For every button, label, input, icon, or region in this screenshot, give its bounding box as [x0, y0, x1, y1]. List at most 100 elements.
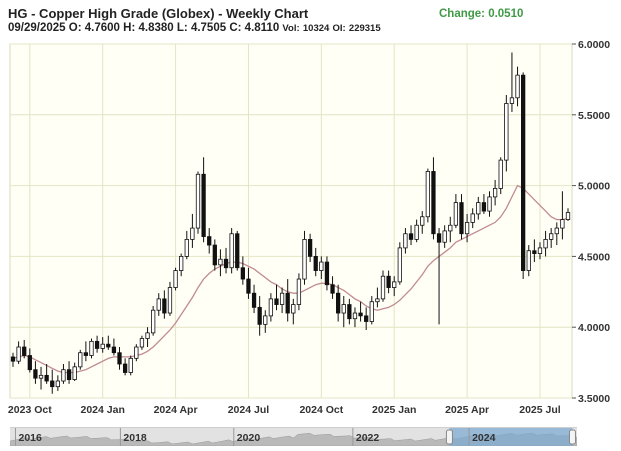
- candle: [352, 307, 358, 328]
- candle-body: [134, 346, 139, 359]
- candle: [481, 194, 487, 214]
- candle: [27, 348, 32, 373]
- candle-body: [324, 261, 330, 286]
- candle-body: [302, 239, 307, 280]
- time-navigator[interactable]: 2016 2018 2020 2022 2024: [9, 427, 578, 447]
- candle-body: [122, 363, 128, 373]
- x-tick-label: 2025 Jul: [519, 404, 561, 416]
- candle-body: [285, 292, 290, 314]
- candle: [369, 296, 374, 325]
- candle: [375, 287, 380, 308]
- candle-body: [470, 213, 475, 223]
- candle-body: [10, 356, 16, 362]
- candle: [151, 305, 156, 336]
- candle: [106, 335, 111, 350]
- candle-body: [425, 171, 430, 218]
- candle-body: [560, 219, 565, 229]
- candle-body: [341, 304, 346, 314]
- candle-body: [313, 255, 318, 271]
- x-tick-label: 2024 Jul: [228, 404, 270, 416]
- candle-body: [347, 304, 352, 320]
- candle: [117, 347, 122, 370]
- navigator-canvas[interactable]: 2016 2018 2020 2022 2024: [9, 428, 578, 447]
- candle: [201, 157, 206, 243]
- candle-body: [352, 312, 358, 320]
- candle: [436, 228, 442, 325]
- close-label: C:: [229, 22, 242, 34]
- navigator-year-label: 2018: [123, 432, 147, 444]
- candle: [156, 293, 161, 316]
- candle-body: [296, 278, 302, 305]
- candle-body: [431, 171, 436, 235]
- candle-body: [375, 298, 380, 303]
- candle: [139, 335, 145, 350]
- candle: [487, 191, 492, 217]
- candle: [498, 157, 503, 195]
- candle: [134, 344, 139, 362]
- candle: [173, 267, 178, 291]
- candle: [94, 335, 100, 353]
- candle-body: [240, 267, 245, 280]
- candle-body: [549, 233, 554, 240]
- candle-body: [436, 233, 442, 243]
- date-value: 09/29/2025: [8, 22, 66, 34]
- candle-body: [100, 343, 105, 349]
- candle: [347, 298, 352, 325]
- candle: [128, 355, 133, 376]
- candle-body: [453, 202, 459, 226]
- candle: [38, 366, 44, 390]
- candle-body: [386, 275, 391, 288]
- candle: [268, 293, 274, 322]
- candle: [425, 168, 430, 223]
- y-axis: 3.5000 4.0000 4.5000 5.0000 5.5000 6.0000: [572, 39, 610, 405]
- candle-body: [50, 380, 55, 388]
- candle-body: [459, 202, 464, 235]
- moving-average-line: [12, 184, 569, 374]
- candle-body: [268, 298, 274, 317]
- candle: [313, 247, 318, 277]
- open-interest-value: 229315: [348, 23, 381, 34]
- candle: [319, 256, 324, 280]
- candle-body: [397, 247, 402, 283]
- candle-body: [246, 278, 251, 294]
- change-readout: Change: 0.0510: [439, 8, 524, 20]
- candle-body: [61, 369, 66, 382]
- close-value: 4.8110: [244, 22, 280, 34]
- candle-body: [526, 250, 531, 271]
- candle: [111, 338, 117, 356]
- candle: [257, 296, 262, 336]
- candle: [167, 281, 173, 316]
- candle: [100, 337, 105, 353]
- candle: [89, 338, 94, 359]
- candle: [307, 233, 313, 263]
- candle: [235, 230, 240, 271]
- candle: [279, 287, 285, 314]
- candle-body: [212, 244, 217, 266]
- candle-body: [223, 258, 229, 269]
- candle-body: [414, 224, 419, 240]
- candle: [414, 219, 419, 243]
- candle-body: [44, 374, 49, 382]
- candle: [403, 228, 408, 254]
- candle: [459, 194, 464, 240]
- candle-body: [257, 306, 262, 325]
- candle: [364, 307, 369, 331]
- candle-body: [420, 216, 425, 226]
- candle: [532, 239, 537, 263]
- candle: [10, 352, 16, 367]
- candle-body: [22, 346, 27, 356]
- candle-body: [151, 309, 156, 334]
- candle-body: [319, 261, 324, 271]
- candle-body: [195, 173, 201, 229]
- candle: [184, 230, 189, 260]
- candle: [549, 228, 554, 248]
- candle-body: [487, 196, 492, 212]
- candle-body: [380, 275, 386, 300]
- candle: [336, 284, 341, 322]
- candle: [22, 339, 27, 359]
- candle: [543, 230, 548, 257]
- candle-body: [190, 227, 195, 240]
- candle-body: [72, 366, 77, 380]
- candle: [145, 327, 150, 348]
